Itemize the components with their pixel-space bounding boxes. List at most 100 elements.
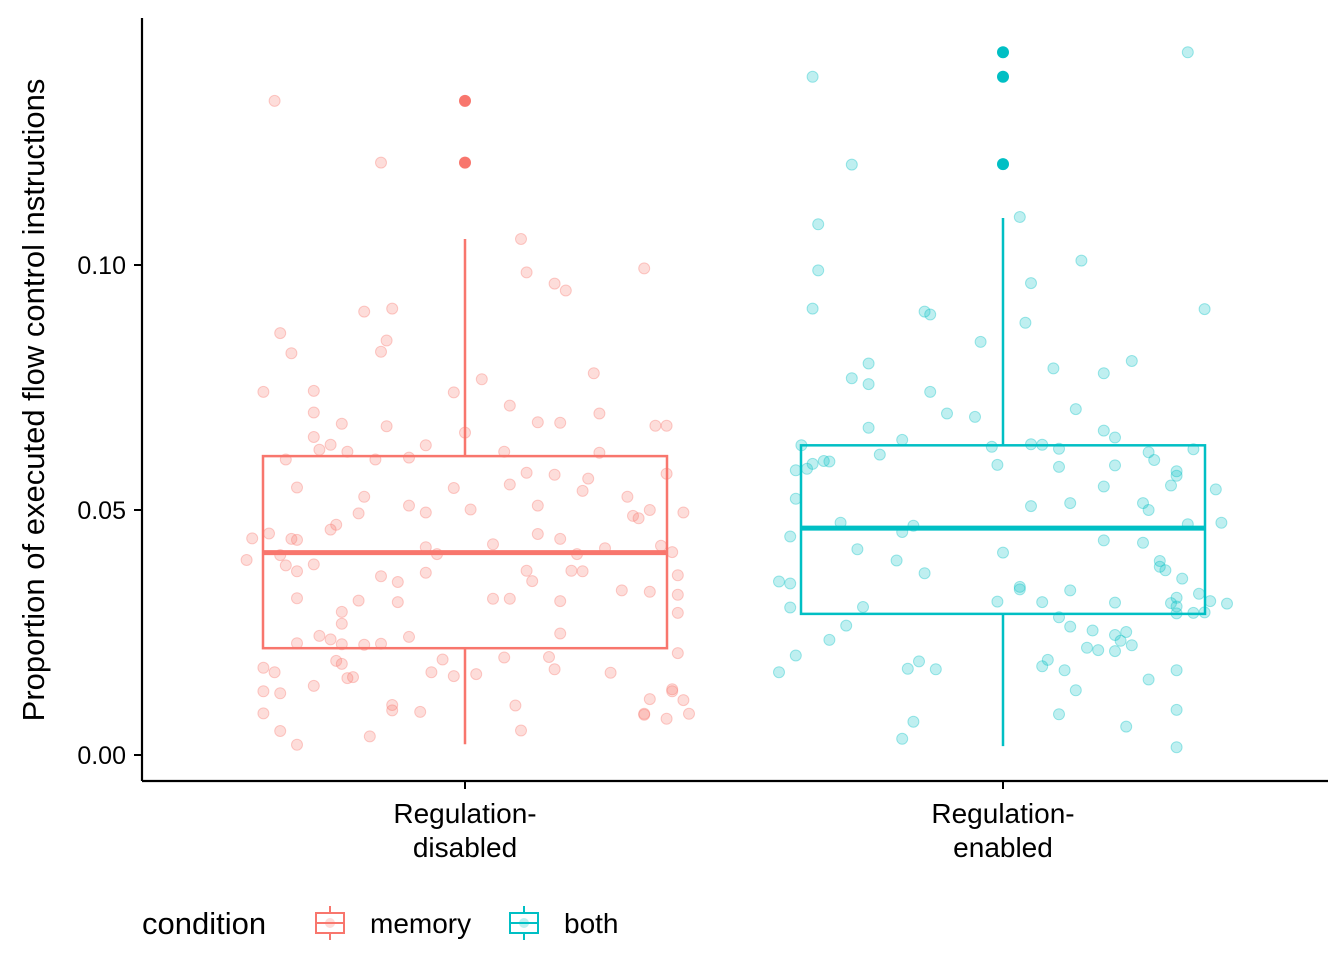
data-point-both <box>784 530 797 543</box>
y-tick-label: 0.00 <box>77 742 126 770</box>
data-point-both <box>812 218 825 231</box>
legend-key-point <box>519 918 529 928</box>
data-point-memory <box>279 559 292 572</box>
x-tick-label-line1: Regulation- <box>393 798 536 829</box>
data-point-both <box>1209 483 1222 496</box>
data-point-memory <box>515 724 527 737</box>
data-point-both <box>1125 355 1138 367</box>
data-point-both <box>1019 316 1032 329</box>
data-point-memory <box>291 592 303 605</box>
data-point-both <box>941 407 953 420</box>
data-point-memory <box>638 707 651 720</box>
data-point-memory <box>341 672 354 685</box>
data-point-memory <box>554 532 567 545</box>
data-point-both <box>840 619 853 632</box>
data-point-both <box>1137 536 1149 549</box>
data-point-memory <box>487 538 499 551</box>
data-point-memory <box>498 651 511 664</box>
x-tick-label-line2: disabled <box>413 832 517 863</box>
data-point-both <box>823 455 836 468</box>
data-point-both <box>862 357 875 370</box>
box-memory <box>261 94 669 745</box>
data-point-memory <box>671 647 684 660</box>
data-point-memory <box>671 569 684 582</box>
data-point-both <box>851 543 864 556</box>
data-point-both <box>1075 254 1088 267</box>
data-point-both <box>812 264 825 277</box>
data-point-both <box>806 302 819 315</box>
data-point-memory <box>582 472 595 485</box>
axes <box>140 18 1328 783</box>
box-both <box>799 46 1207 747</box>
data-point-both <box>1170 465 1183 478</box>
data-point-memory <box>391 576 404 588</box>
data-point-memory <box>526 575 539 588</box>
data-point-both <box>1025 277 1037 290</box>
data-point-memory <box>291 738 303 751</box>
data-point-memory <box>509 699 522 712</box>
data-point-memory <box>531 499 544 512</box>
data-point-memory <box>643 693 656 706</box>
data-point-both <box>969 410 981 423</box>
data-point-memory <box>352 594 365 607</box>
data-point-both <box>1170 600 1183 613</box>
data-point-memory <box>257 707 270 720</box>
data-point-both <box>1013 580 1026 593</box>
data-point-memory <box>313 629 326 642</box>
y-axis-label: Proportion of executed flow control inst… <box>16 79 51 722</box>
data-point-both <box>1193 587 1205 600</box>
data-point-memory <box>475 373 488 386</box>
data-point-both <box>784 601 797 614</box>
legend-title: condition <box>142 906 266 941</box>
data-point-both <box>1142 504 1155 516</box>
data-point-memory <box>660 419 673 432</box>
data-point-memory <box>352 507 365 520</box>
legend-item-both: both <box>509 906 619 940</box>
data-point-both <box>1069 403 1082 416</box>
data-point-memory <box>643 585 656 598</box>
data-point-memory <box>257 385 270 398</box>
data-point-memory <box>419 506 432 519</box>
outlier-point <box>997 70 1009 83</box>
data-point-memory <box>386 704 399 717</box>
data-point-both <box>1159 564 1172 577</box>
data-point-memory <box>285 532 298 545</box>
data-point-memory <box>548 277 561 290</box>
data-point-both <box>896 732 909 745</box>
y-tick-label: 0.05 <box>77 497 126 525</box>
data-point-memory <box>593 407 606 420</box>
data-point-both <box>862 378 875 391</box>
data-point-memory <box>363 730 376 743</box>
data-point-memory <box>503 478 516 491</box>
data-point-memory <box>330 518 343 531</box>
data-point-both <box>1198 303 1211 316</box>
data-point-both <box>1109 629 1121 641</box>
data-point-both <box>857 601 869 613</box>
data-point-memory <box>274 327 287 340</box>
data-point-memory <box>666 685 679 698</box>
data-point-memory <box>487 592 499 605</box>
outlier-point <box>997 46 1009 59</box>
data-point-both <box>806 70 819 83</box>
data-point-memory <box>604 666 617 679</box>
data-point-memory <box>330 654 343 667</box>
data-point-both <box>845 372 858 385</box>
data-point-both <box>1047 362 1060 375</box>
legend-item-label: both <box>564 908 619 939</box>
data-point-memory <box>291 565 303 578</box>
data-point-both <box>1058 664 1071 677</box>
data-point-both <box>1120 720 1133 733</box>
data-point-both <box>1142 446 1155 459</box>
data-point-memory <box>503 399 516 412</box>
x-tick-label-line1: Regulation- <box>931 798 1074 829</box>
data-point-both <box>1086 624 1099 637</box>
data-point-both <box>1137 497 1149 510</box>
data-point-memory <box>335 617 348 630</box>
data-point-both <box>1081 641 1093 654</box>
data-point-memory <box>375 570 387 583</box>
data-point-both <box>1148 454 1161 466</box>
data-point-memory <box>263 527 275 540</box>
data-point-memory <box>285 347 298 360</box>
outlier-point <box>459 156 471 169</box>
